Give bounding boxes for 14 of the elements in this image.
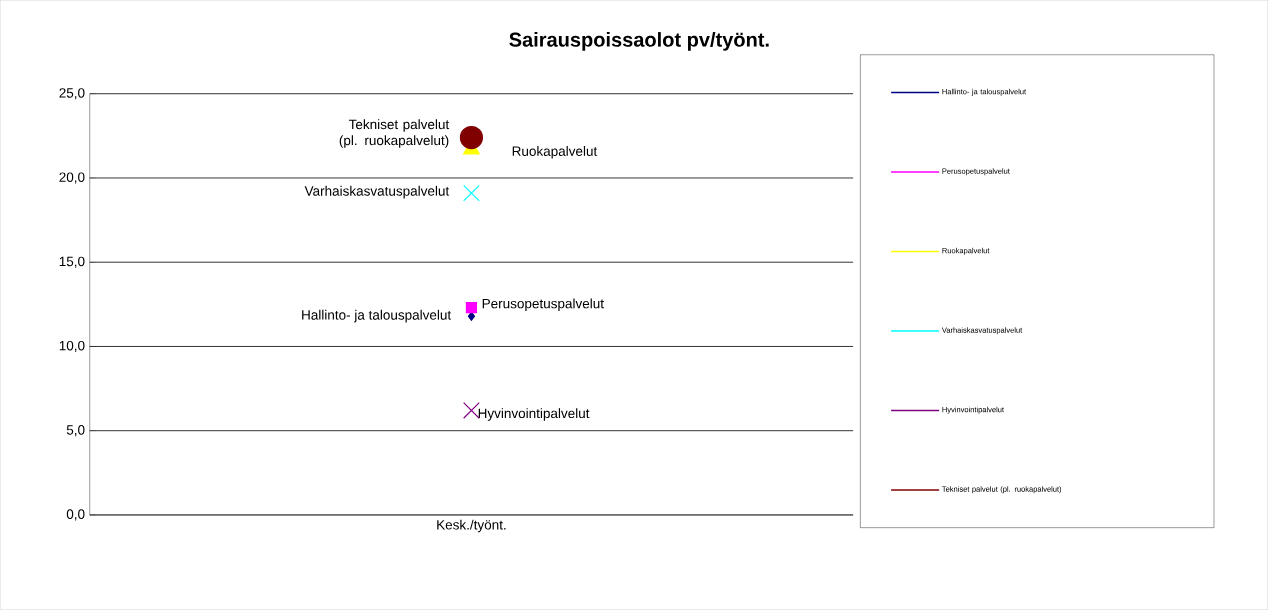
y-tick-label: 10,0 (59, 341, 85, 353)
series-label: Tekniset palvelut (pl. ruokapalvelut) (339, 119, 450, 148)
series-label: Hallinto- ja talouspalvelut (302, 309, 452, 323)
series-label: Hyvinvointipalvelut (478, 408, 590, 421)
y-tick-label: 15,0 (59, 256, 85, 268)
y-tick-label: 20,0 (59, 172, 85, 184)
series-label: Varhaiskasvatuspalvelut (304, 186, 450, 199)
chart-title: Sairauspoissaolot pv/työnt. (509, 32, 769, 51)
series-label: Perusopetuspalvelut (482, 298, 604, 312)
y-tick-label: 5,0 (66, 425, 85, 437)
text: Ruokapalvelut (512, 146, 598, 159)
y-tick-label: 25,0 (59, 88, 85, 100)
y-tick-label: 0,0 (66, 509, 85, 521)
x-tick-label: Kesk./työnt. (437, 519, 506, 533)
